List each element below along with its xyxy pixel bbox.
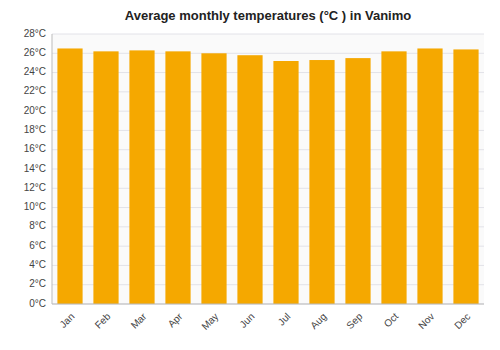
chart-container: 0°C 2°C 4°C 6°C 8°C 10°C 12°C 14°C 16°C 18°C 20°C 2… bbox=[0, 0, 500, 350]
y-axis: 0°C 2°C 4°C 6°C 8°C 10°C 12°C 14°C 16°C 18°C 20°C 2… bbox=[24, 28, 484, 309]
y-axis-line bbox=[52, 34, 53, 304]
grid-line bbox=[52, 34, 484, 35]
bar bbox=[417, 48, 442, 304]
x-tick-label: Apr bbox=[166, 310, 185, 329]
x-axis: Jan Feb Mar Apr May Jun Jul Aug Sep Oct Nov Dec bbox=[57, 310, 472, 332]
grid-line bbox=[52, 304, 484, 305]
bar bbox=[453, 49, 478, 304]
y-tick-label: 22°C bbox=[24, 85, 46, 96]
x-tick-label: Nov bbox=[416, 311, 436, 331]
bar bbox=[381, 51, 406, 304]
y-tick-label: 12°C bbox=[24, 182, 46, 193]
bar bbox=[129, 50, 154, 304]
bar bbox=[201, 53, 226, 304]
x-tick-label: Jul bbox=[276, 311, 293, 328]
chart-title: Average monthly temperatures (°C ) in Va… bbox=[125, 8, 412, 23]
x-tick-label: Oct bbox=[382, 311, 401, 330]
y-tick-label: 26°C bbox=[24, 47, 46, 58]
x-tick-label: Mar bbox=[129, 310, 149, 330]
x-axis-line bbox=[52, 304, 484, 305]
chart-svg: 0°C 2°C 4°C 6°C 8°C 10°C 12°C 14°C 16°C 18°C 20°C 2… bbox=[0, 0, 500, 350]
x-tick-label: Dec bbox=[452, 311, 472, 331]
bar bbox=[345, 58, 370, 304]
x-tick-label: Jun bbox=[237, 311, 256, 330]
x-tick-label: Aug bbox=[308, 311, 328, 331]
y-tick-label: 0°C bbox=[29, 298, 46, 309]
bar bbox=[273, 61, 298, 304]
plot-background bbox=[52, 34, 484, 304]
y-tick-label: 20°C bbox=[24, 105, 46, 116]
y-tick-label: 4°C bbox=[29, 259, 46, 270]
x-tick-label: Sep bbox=[344, 310, 365, 331]
x-tick-label: May bbox=[199, 311, 220, 332]
y-tick-label: 24°C bbox=[24, 66, 46, 77]
bar bbox=[309, 60, 334, 304]
y-tick-label: 28°C bbox=[24, 28, 46, 39]
y-tick-label: 10°C bbox=[24, 201, 46, 212]
y-tick-label: 6°C bbox=[29, 240, 46, 251]
bar bbox=[237, 55, 262, 304]
bar bbox=[165, 51, 190, 304]
bar bbox=[57, 48, 82, 304]
y-tick-label: 18°C bbox=[24, 124, 46, 135]
y-tick-label: 14°C bbox=[24, 163, 46, 174]
y-tick-label: 8°C bbox=[29, 220, 46, 231]
y-tick-label: 2°C bbox=[29, 278, 46, 289]
bar bbox=[93, 51, 118, 304]
x-tick-label: Jan bbox=[57, 311, 76, 330]
bars bbox=[57, 48, 478, 304]
x-tick-label: Feb bbox=[93, 310, 113, 330]
y-tick-label: 16°C bbox=[24, 143, 46, 154]
